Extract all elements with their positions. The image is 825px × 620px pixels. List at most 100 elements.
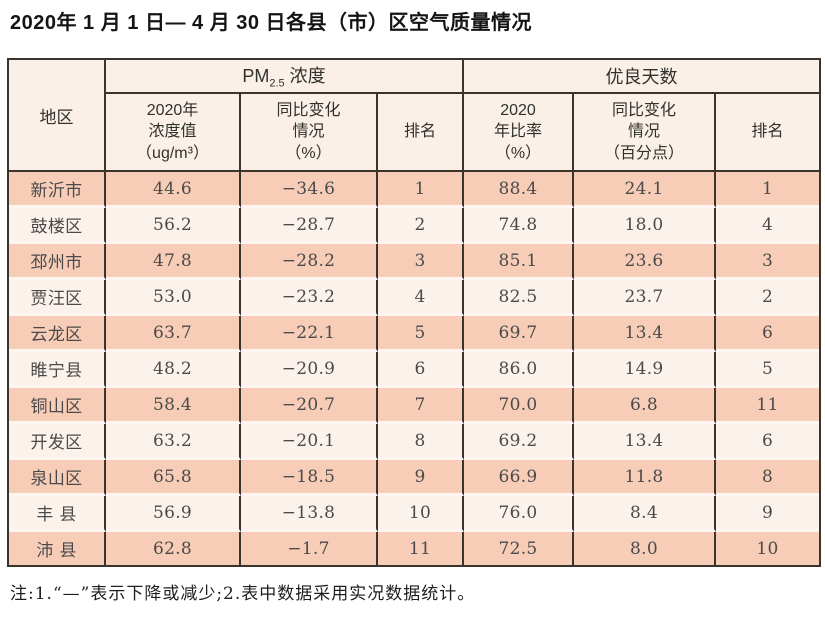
air-quality-table: 地区 PM2.5 浓度 优良天数 2020年 浓度值 （ug/m³） 同比变化 … [7,58,821,567]
header-ratio: 2020 年比率 （%） [464,94,574,172]
pm25-rank-cell: 8 [378,424,464,460]
region-cell: 邳州市 [9,244,106,280]
region-cell: 沛 县 [9,532,106,565]
ratio-rank-cell: 2 [716,280,819,316]
ratio-change-cell: 24.1 [574,172,716,208]
table-row: 泉山区 65.8 −18.5 9 66.9 11.8 8 [9,460,819,496]
pm25-rank-cell: 9 [378,460,464,496]
pm25-rank-cell: 11 [378,532,464,565]
ratio-change-cell: 23.6 [574,244,716,280]
pm25-value-cell: 56.2 [106,208,241,244]
ratio-rank-cell: 6 [716,316,819,352]
ratio-cell: 86.0 [464,352,574,388]
region-cell: 丰 县 [9,496,106,532]
pm25-change-cell: −1.7 [241,532,378,565]
table-row: 鼓楼区 56.2 −28.7 2 74.8 18.0 4 [9,208,819,244]
pm25-rank-cell: 7 [378,388,464,424]
table-row: 邳州市 47.8 −28.2 3 85.1 23.6 3 [9,244,819,280]
pm25-label: PM [242,66,270,87]
footnote: 注:1.“—”表示下降或减少;2.表中数据采用实况数据统计。 [10,584,476,604]
pm25-change-cell: −20.1 [241,424,378,460]
header-pm25-rank: 排名 [378,94,464,172]
ratio-change-cell: 8.0 [574,532,716,565]
pm25-rank-cell: 3 [378,244,464,280]
header-region: 地区 [9,60,106,172]
ratio-cell: 76.0 [464,496,574,532]
ratio-change-cell: 6.8 [574,388,716,424]
table-row: 丰 县 56.9 −13.8 10 76.0 8.4 9 [9,496,819,532]
ratio-change-cell: 13.4 [574,424,716,460]
ratio-cell: 72.5 [464,532,574,565]
pm25-change-cell: −18.5 [241,460,378,496]
ratio-change-cell: 23.7 [574,280,716,316]
ratio-rank-cell: 6 [716,424,819,460]
pm25-rank-cell: 10 [378,496,464,532]
pm25-value-cell: 53.0 [106,280,241,316]
header-pm25-group: PM2.5 浓度 [106,60,464,94]
table-row: 铜山区 58.4 −20.7 7 70.0 6.8 11 [9,388,819,424]
ratio-cell: 85.1 [464,244,574,280]
table-row: 贾汪区 53.0 −23.2 4 82.5 23.7 2 [9,280,819,316]
pm25-value-cell: 48.2 [106,352,241,388]
pm25-value-cell: 63.7 [106,316,241,352]
header-sub-row: 2020年 浓度值 （ug/m³） 同比变化 情况 （%） 排名 2020 年比… [9,94,819,172]
ratio-cell: 69.2 [464,424,574,460]
table-header: 地区 PM2.5 浓度 优良天数 2020年 浓度值 （ug/m³） 同比变化 … [9,60,819,172]
pm25-change-cell: −20.7 [241,388,378,424]
table-row: 沛 县 62.8 −1.7 11 72.5 8.0 10 [9,532,819,565]
pm25-value-cell: 63.2 [106,424,241,460]
table-body: 新沂市 44.6 −34.6 1 88.4 24.1 1 鼓楼区 56.2 −2… [9,172,819,565]
table-row: 开发区 63.2 −20.1 8 69.2 13.4 6 [9,424,819,460]
table-row: 新沂市 44.6 −34.6 1 88.4 24.1 1 [9,172,819,208]
region-cell: 新沂市 [9,172,106,208]
ratio-rank-cell: 8 [716,460,819,496]
pm25-change-cell: −23.2 [241,280,378,316]
pm25-change-cell: −13.8 [241,496,378,532]
pm25-value-cell: 62.8 [106,532,241,565]
header-gooddays-group: 优良天数 [464,60,819,94]
region-cell: 鼓楼区 [9,208,106,244]
header-pm25-change: 同比变化 情况 （%） [241,94,378,172]
ratio-rank-cell: 10 [716,532,819,565]
pm25-change-cell: −28.7 [241,208,378,244]
header-pm25-value: 2020年 浓度值 （ug/m³） [106,94,241,172]
table-row: 云龙区 63.7 −22.1 5 69.7 13.4 6 [9,316,819,352]
pm25-rank-cell: 1 [378,172,464,208]
ratio-cell: 88.4 [464,172,574,208]
pm25-rank-cell: 6 [378,352,464,388]
region-cell: 云龙区 [9,316,106,352]
pm25-change-cell: −20.9 [241,352,378,388]
pm25-rank-cell: 4 [378,280,464,316]
ratio-change-cell: 18.0 [574,208,716,244]
ratio-cell: 70.0 [464,388,574,424]
ratio-cell: 66.9 [464,460,574,496]
ratio-rank-cell: 9 [716,496,819,532]
header-ratio-change: 同比变化 情况 （百分点） [574,94,716,172]
pm25-label-suffix: 浓度 [284,66,326,87]
pm25-change-cell: −34.6 [241,172,378,208]
header-ratio-rank: 排名 [716,94,819,172]
table-row: 睢宁县 48.2 −20.9 6 86.0 14.9 5 [9,352,819,388]
header-group-row: 地区 PM2.5 浓度 优良天数 [9,60,819,172]
pm25-value-cell: 47.8 [106,244,241,280]
pm25-rank-cell: 2 [378,208,464,244]
ratio-change-cell: 13.4 [574,316,716,352]
ratio-rank-cell: 5 [716,352,819,388]
pm25-rank-cell: 5 [378,316,464,352]
ratio-change-cell: 14.9 [574,352,716,388]
region-cell: 睢宁县 [9,352,106,388]
ratio-rank-cell: 1 [716,172,819,208]
ratio-rank-cell: 11 [716,388,819,424]
pm25-change-cell: −28.2 [241,244,378,280]
ratio-cell: 82.5 [464,280,574,316]
page-title: 2020年 1 月 1 日— 4 月 30 日各县（市）区空气质量情况 [10,12,533,34]
ratio-rank-cell: 3 [716,244,819,280]
pm25-value-cell: 44.6 [106,172,241,208]
ratio-change-cell: 8.4 [574,496,716,532]
pm25-label-subscript: 2.5 [269,77,285,90]
region-cell: 贾汪区 [9,280,106,316]
region-cell: 泉山区 [9,460,106,496]
pm25-value-cell: 56.9 [106,496,241,532]
pm25-change-cell: −22.1 [241,316,378,352]
